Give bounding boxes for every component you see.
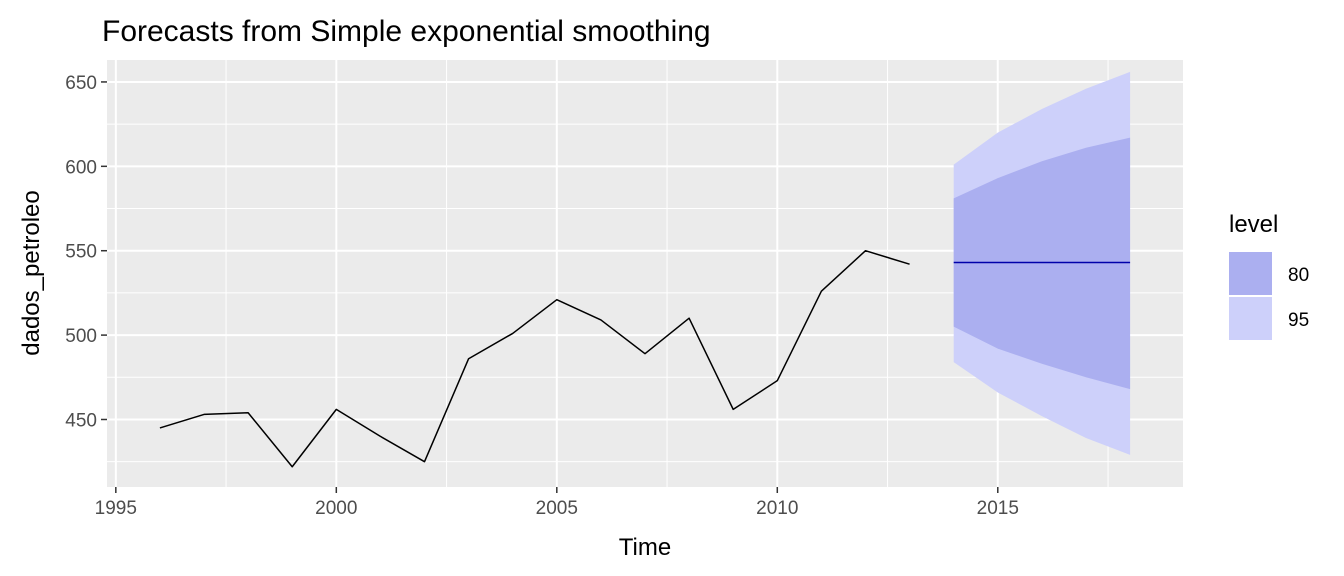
prediction-bands xyxy=(953,71,1131,455)
y-tick-label: 650 xyxy=(65,73,97,94)
y-axis: 450 500 550 600 650 xyxy=(65,73,107,431)
x-tick-label: 2010 xyxy=(756,498,798,519)
x-axis: 1995 2000 2005 2010 2015 xyxy=(95,487,1019,519)
x-tick-label: 2000 xyxy=(315,498,357,519)
legend: level 80 95 xyxy=(1229,211,1309,340)
y-tick-label: 500 xyxy=(65,326,97,347)
band-80 xyxy=(953,137,1131,390)
x-axis-title: Time xyxy=(619,534,671,561)
chart-title: Forecasts from Simple exponential smooth… xyxy=(102,15,711,48)
y-tick-label: 600 xyxy=(65,157,97,178)
y-tick-label: 450 xyxy=(65,410,97,431)
legend-label-80: 80 xyxy=(1288,265,1309,286)
y-tick-label: 550 xyxy=(65,242,97,263)
observed-series-line xyxy=(159,249,910,468)
x-tick-label: 1995 xyxy=(95,498,137,519)
legend-title: level xyxy=(1229,211,1278,238)
legend-label-95: 95 xyxy=(1288,310,1309,331)
legend-key-95 xyxy=(1229,297,1272,340)
legend-key-80 xyxy=(1229,252,1272,295)
series-lines xyxy=(159,249,1131,468)
x-tick-label: 2005 xyxy=(536,498,578,519)
x-tick-label: 2015 xyxy=(977,498,1019,519)
y-axis-title: dados_petroleo xyxy=(18,190,45,355)
